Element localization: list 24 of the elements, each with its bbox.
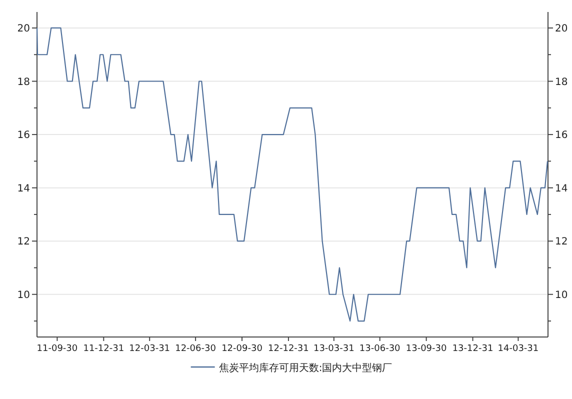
xtick: 12-03-31	[129, 344, 170, 354]
ytick: 10	[17, 290, 30, 301]
xtick: 14-03-31	[498, 344, 539, 354]
y2tick: 16	[555, 130, 568, 142]
y2tick: 10	[555, 290, 568, 301]
y2tick: 12	[555, 236, 568, 248]
xtick: 13-06-30	[359, 344, 400, 354]
y2tick: 18	[555, 76, 568, 88]
xtick: 11-09-30	[36, 344, 78, 354]
ytick: 12	[17, 236, 30, 248]
ytick: 18	[17, 76, 30, 88]
xtick: 13-12-31	[452, 344, 494, 354]
xtick: 12-12-31	[268, 344, 309, 354]
legend-label: 焦炭平均库存可用天数:国内大中型钢厂	[218, 363, 392, 374]
xtick: 13-03-31	[313, 344, 354, 354]
ytick: 20	[17, 23, 30, 34]
y2tick: 14	[555, 183, 568, 194]
xtick: 12-06-30	[175, 344, 216, 354]
ytick: 16	[17, 130, 30, 142]
xtick: 11-12-31	[83, 344, 124, 354]
xtick: 12-09-30	[222, 344, 262, 354]
xtick: 13-09-30	[406, 344, 447, 354]
ytick: 14	[17, 183, 30, 194]
y2tick: 20	[555, 23, 568, 34]
